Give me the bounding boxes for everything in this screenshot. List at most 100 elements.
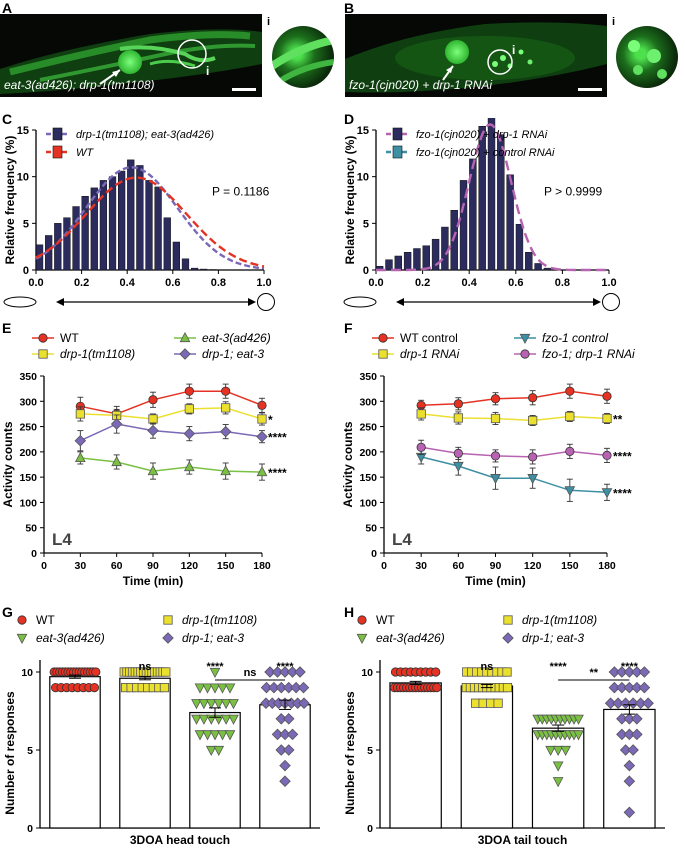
- histogram-bar: [385, 259, 393, 271]
- histogram-bar: [506, 174, 514, 271]
- data-point: [623, 759, 636, 772]
- data-point: [432, 683, 442, 693]
- data-point: [209, 683, 221, 694]
- y-tick-label: 15: [357, 125, 369, 137]
- legend-marker: [520, 349, 530, 359]
- micrograph-b-art: [345, 22, 607, 93]
- p-value-annotation: P > 0.9999: [544, 184, 602, 198]
- data-point: [298, 697, 310, 709]
- x-tick-label: 30: [415, 560, 427, 572]
- data-point: [213, 745, 225, 757]
- data-point: [74, 451, 86, 463]
- data-point: [631, 681, 643, 694]
- data-point: [228, 699, 239, 710]
- data-point: [91, 667, 101, 677]
- fit-curve: [35, 166, 265, 270]
- data-point: [256, 430, 268, 443]
- y-tick-label: 350: [19, 371, 37, 383]
- data-point: [627, 697, 639, 709]
- data-point: [623, 666, 636, 678]
- data-point: [634, 697, 647, 709]
- data-point: [565, 386, 575, 396]
- histogram-bar: [172, 241, 180, 271]
- data-point: [623, 728, 636, 741]
- histogram-bar: [127, 159, 135, 271]
- x-tick-label: 0.8: [555, 277, 570, 289]
- data-point: [279, 759, 291, 772]
- data-point: [493, 698, 503, 708]
- y-tick-label: 0: [23, 265, 29, 277]
- stage-label: L4: [52, 530, 72, 549]
- y-tick-label: 10: [17, 172, 29, 184]
- data-point: [527, 474, 539, 485]
- y-tick-label: 200: [19, 447, 37, 459]
- y-tick-label: 150: [359, 472, 377, 484]
- data-point: [256, 466, 268, 477]
- histogram-bar: [487, 118, 496, 271]
- legend-label: WT: [76, 147, 94, 159]
- histogram-bar: [450, 210, 458, 271]
- round-shape-icon: [602, 293, 620, 311]
- x-tick-label: 0.4: [462, 277, 478, 289]
- histogram-bar: [478, 126, 486, 271]
- legend-label: fzo-1(cjn020) + drp-1 RNAi: [416, 129, 548, 141]
- y-tick-label: 300: [359, 396, 377, 408]
- legend-marker: [179, 331, 191, 343]
- histogram-bar: [543, 267, 552, 271]
- histogram-bar: [403, 252, 412, 271]
- data-point: [627, 744, 639, 756]
- data-point: [642, 697, 654, 709]
- data-point: [217, 683, 228, 694]
- histogram-bar: [181, 258, 190, 271]
- legend-marker: [38, 333, 48, 343]
- data-point: [616, 666, 628, 678]
- data-point: [74, 434, 87, 447]
- dot-bar-chart-h: 0 5 10 Number of responses 3DOA tail touch WT…: [343, 613, 665, 847]
- series-line: [80, 457, 263, 473]
- mean-bar: [49, 676, 101, 829]
- x-tick-label: 90: [147, 560, 159, 572]
- legend-marker: [163, 615, 173, 625]
- data-point: [286, 728, 299, 741]
- data-point: [205, 745, 217, 757]
- y-tick-label: 250: [19, 422, 37, 434]
- data-point: [490, 451, 501, 461]
- legend-label: drp-1(tm1108); eat-3(ad426): [76, 129, 214, 141]
- data-point: [623, 806, 636, 819]
- arrow-head-left: [56, 298, 64, 306]
- data-point: [194, 683, 206, 694]
- y-tick-label: 5: [27, 745, 33, 757]
- data-point: [604, 697, 617, 709]
- data-point: [282, 713, 295, 725]
- data-point: [75, 409, 85, 419]
- elongated-shape-icon: [343, 296, 377, 308]
- legend-label: WT: [36, 613, 55, 627]
- histogram-c: 0 5 10 15 0.0 0.2 0.4 0.6 0.8 1.0 Relative frequen…: [3, 125, 275, 311]
- legend-marker: [162, 632, 174, 644]
- data-point: [279, 728, 291, 741]
- data-point: [502, 683, 513, 693]
- significance-marker: **: [613, 412, 623, 426]
- histogram-bar: [422, 245, 430, 271]
- fit-curve: [35, 176, 265, 268]
- data-point: [257, 414, 267, 424]
- data-point: [279, 666, 291, 678]
- mean-bar: [119, 677, 171, 829]
- legend-label: eat-3(ad426): [36, 631, 105, 645]
- data-point: [220, 714, 232, 725]
- y-tick-label: 300: [19, 396, 37, 408]
- panel-c-label: C: [2, 111, 13, 127]
- significance-marker: *: [268, 413, 273, 427]
- data-point: [612, 697, 624, 709]
- histogram-bar: [190, 267, 199, 271]
- data-point: [282, 744, 295, 756]
- mean-bar: [460, 685, 514, 829]
- x-tick-label: 0.0: [368, 277, 383, 289]
- histogram-bar: [497, 134, 505, 271]
- data-point: [147, 465, 159, 476]
- data-point: [221, 403, 231, 413]
- legend-label: drp-1(tm1108): [60, 347, 135, 361]
- data-point: [616, 681, 628, 694]
- data-point: [220, 699, 232, 710]
- mean-bar: [189, 711, 241, 829]
